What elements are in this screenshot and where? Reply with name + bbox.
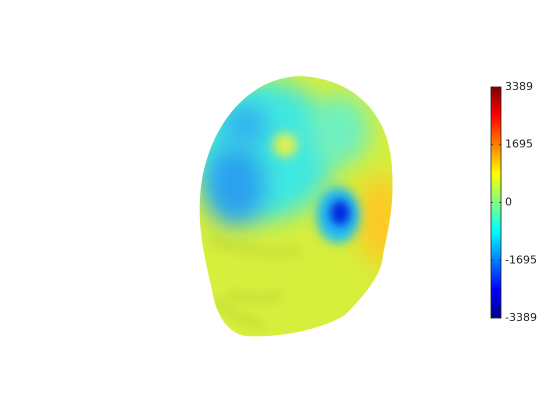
tick-label: -3389 — [505, 311, 537, 324]
head-surface — [199, 76, 393, 337]
tick-label: 0 — [505, 196, 512, 209]
tick-label: 3389 — [505, 80, 533, 93]
tick-label: 1695 — [505, 138, 533, 151]
tick-label: -1695 — [505, 253, 537, 266]
colorbar-ticks: -3389 -1695 0 1695 3389 — [491, 80, 537, 324]
